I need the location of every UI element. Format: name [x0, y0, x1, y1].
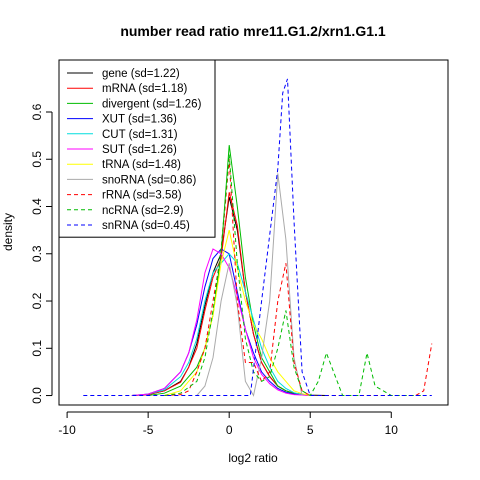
legend-label: gene (sd=1.22)	[102, 68, 180, 80]
x-tick-label: -5	[143, 423, 154, 437]
y-tick-label: 0.1	[30, 340, 44, 357]
y-axis-label: density	[1, 213, 15, 251]
series-line-4	[131, 253, 311, 396]
legend-label: XUT (sd=1.36)	[102, 114, 177, 126]
x-axis: -10 -5 0 5 10	[58, 411, 399, 437]
y-tick-label: 0.6	[30, 103, 44, 120]
y-axis: 0.0 0.1 0.2 0.3 0.4 0.5 0.6	[30, 103, 53, 404]
legend-label: divergent (sd=1.26)	[102, 98, 202, 110]
legend-label: CUT (sd=1.31)	[102, 129, 178, 141]
y-tick-label: 0.3	[30, 245, 44, 262]
series-line-8	[164, 159, 433, 396]
y-tick-label: 0.4	[30, 198, 44, 215]
y-tick-label: 0.5	[30, 151, 44, 168]
series-line-6	[164, 229, 311, 396]
legend-label: ncRNA (sd=2.9)	[102, 205, 184, 217]
series-line-2	[148, 145, 311, 396]
legend-label: tRNA (sd=1.48)	[102, 159, 181, 171]
series-line-5	[131, 248, 311, 396]
x-tick-label: 5	[307, 423, 314, 437]
legend-label: snoRNA (sd=0.86)	[102, 174, 196, 186]
x-tick-label: 10	[385, 423, 399, 437]
legend-label: mRNA (sd=1.18)	[102, 83, 187, 95]
chart-title: number read ratio mre11.G1.2/xrn1.G1.1	[120, 23, 386, 39]
legend-label: rRNA (sd=3.58)	[102, 190, 182, 202]
y-tick-label: 0.0	[30, 387, 44, 404]
series-line-10	[83, 78, 432, 396]
x-axis-label: log2 ratio	[228, 451, 278, 465]
legend-label: SUT (sd=1.26)	[102, 144, 177, 156]
legend-label: snRNA (sd=0.45)	[102, 220, 190, 232]
x-tick-label: 0	[226, 423, 233, 437]
legend: gene (sd=1.22) mRNA (sd=1.18) divergent (s…	[58, 59, 216, 238]
y-tick-label: 0.2	[30, 292, 44, 309]
x-tick-label: -10	[58, 423, 76, 437]
series-line-7	[196, 173, 303, 397]
plot-layer	[83, 78, 433, 397]
